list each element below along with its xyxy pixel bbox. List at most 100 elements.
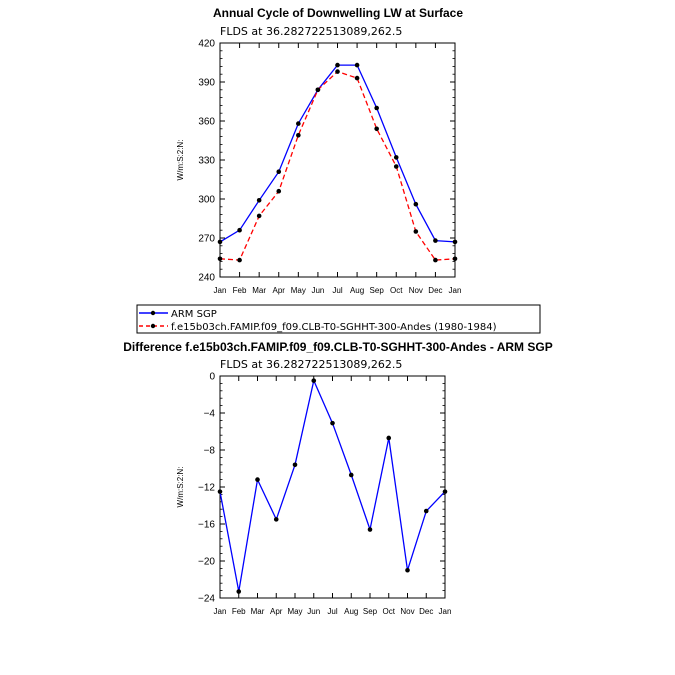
y-tick-label: 300 bbox=[198, 195, 215, 206]
x-tick-label: Jul bbox=[327, 607, 337, 616]
x-tick-label: Feb bbox=[232, 607, 246, 616]
x-tick-label: Feb bbox=[233, 286, 247, 295]
data-point bbox=[315, 87, 321, 93]
data-point bbox=[311, 378, 317, 383]
x-tick-label: Nov bbox=[400, 607, 414, 616]
x-tick-label: Nov bbox=[409, 286, 423, 295]
data-point bbox=[255, 477, 260, 482]
data-point bbox=[217, 256, 223, 262]
data-point bbox=[452, 256, 458, 262]
data-point bbox=[374, 105, 379, 111]
legend-marker-model bbox=[150, 323, 156, 329]
legend-label-arm-sgp: ARM SGP bbox=[171, 309, 217, 320]
plot-frame bbox=[219, 42, 456, 278]
data-point bbox=[433, 238, 438, 243]
data-point bbox=[296, 133, 301, 138]
chart-title: Annual Cycle of Downwelling LW at Surfac… bbox=[213, 6, 463, 20]
x-tick-label: Jan bbox=[449, 286, 462, 295]
series-group bbox=[217, 378, 448, 594]
y-tick-label: −12 bbox=[198, 483, 215, 494]
data-point bbox=[354, 62, 360, 68]
data-point bbox=[374, 126, 379, 132]
x-tick-label: May bbox=[291, 286, 306, 295]
data-point bbox=[413, 201, 419, 207]
difference-chart: Difference f.e15b03ch.FAMIP.f09_f09.CLB-… bbox=[123, 340, 552, 616]
x-tick-label: Jan bbox=[214, 607, 227, 616]
y-tick-label: 420 bbox=[198, 39, 215, 50]
data-point bbox=[335, 69, 340, 74]
series-line bbox=[219, 378, 446, 592]
data-point bbox=[386, 435, 392, 441]
data-point bbox=[237, 227, 242, 233]
x-tick-label: Jan bbox=[214, 286, 227, 295]
y-tick-label: −24 bbox=[198, 594, 215, 605]
series-group bbox=[217, 62, 458, 263]
y-tick-label: 330 bbox=[198, 156, 215, 167]
y-tick-label: 0 bbox=[209, 372, 215, 383]
x-tick-label: Dec bbox=[428, 286, 442, 295]
x-tick-label: Oct bbox=[390, 286, 403, 295]
axis-ticks: 240 270 300 330 360 390 420 Jan Feb Mar Apr May Jun J… bbox=[198, 39, 461, 296]
x-tick-label: Mar bbox=[252, 286, 266, 295]
data-point bbox=[335, 62, 340, 68]
y-axis-label: W/m:S:2:N: bbox=[176, 140, 185, 181]
chart-subtitle: FLDS at 36.282722513089,262.5 bbox=[220, 358, 402, 371]
chart-title: Difference f.e15b03ch.FAMIP.f09_f09.CLB-… bbox=[123, 340, 552, 354]
x-tick-label: Dec bbox=[419, 607, 433, 616]
x-tick-label: Aug bbox=[344, 607, 358, 616]
series-line bbox=[219, 64, 456, 243]
data-point bbox=[236, 589, 242, 594]
y-tick-label: −16 bbox=[198, 520, 215, 531]
y-tick-label: 270 bbox=[198, 234, 215, 245]
axis-ticks: −24 −20 −16 −12 −8 −4 0 Jan Feb Mar Apr May Jun Jul Au… bbox=[198, 372, 451, 617]
data-point bbox=[296, 121, 301, 126]
data-point bbox=[452, 239, 458, 245]
data-point bbox=[348, 472, 354, 478]
legend-marker-arm-sgp bbox=[150, 310, 156, 316]
data-point bbox=[276, 188, 282, 194]
y-tick-label: −20 bbox=[198, 557, 215, 568]
x-tick-label: Jul bbox=[332, 286, 342, 295]
data-point bbox=[367, 527, 373, 532]
x-tick-label: Sep bbox=[370, 286, 385, 295]
data-point bbox=[442, 489, 448, 494]
legend: ARM SGP f.e15b03ch.FAMIP.f09_f09.CLB-T0-… bbox=[136, 304, 541, 334]
data-point bbox=[393, 155, 399, 160]
y-tick-label: 360 bbox=[198, 117, 215, 128]
plot-frame bbox=[219, 375, 446, 599]
data-point bbox=[433, 257, 438, 263]
y-tick-label: −8 bbox=[204, 446, 216, 457]
y-tick-label: 240 bbox=[198, 273, 215, 284]
x-tick-label: Apr bbox=[273, 286, 286, 295]
data-point bbox=[405, 567, 410, 573]
x-tick-label: Jun bbox=[311, 286, 324, 295]
data-point bbox=[330, 420, 335, 426]
x-tick-label: Apr bbox=[270, 607, 283, 616]
y-tick-label: −4 bbox=[204, 409, 216, 420]
data-point bbox=[217, 239, 223, 245]
data-point bbox=[256, 213, 262, 219]
x-tick-label: Oct bbox=[383, 607, 396, 616]
x-tick-label: Sep bbox=[363, 607, 378, 616]
x-tick-label: May bbox=[287, 607, 302, 616]
data-point bbox=[256, 198, 262, 203]
legend-box bbox=[136, 304, 541, 334]
x-tick-label: Jun bbox=[307, 607, 320, 616]
chart-subtitle: FLDS at 36.282722513089,262.5 bbox=[220, 25, 402, 38]
data-point bbox=[393, 164, 399, 169]
y-axis-label: W/m:S:2:N: bbox=[176, 467, 185, 508]
data-point bbox=[276, 169, 282, 174]
x-tick-label: Mar bbox=[251, 607, 265, 616]
y-tick-label: 390 bbox=[198, 78, 215, 89]
annual-cycle-chart: Annual Cycle of Downwelling LW at Surfac… bbox=[176, 6, 463, 295]
data-point bbox=[354, 75, 360, 81]
data-point bbox=[423, 508, 429, 514]
legend-label-model: f.e15b03ch.FAMIP.f09_f09.CLB-T0-SGHHT-30… bbox=[171, 322, 497, 333]
x-tick-label: Aug bbox=[350, 286, 364, 295]
data-point bbox=[273, 517, 279, 522]
data-point bbox=[217, 489, 223, 494]
data-point bbox=[237, 257, 242, 263]
data-point bbox=[292, 462, 298, 468]
data-point bbox=[413, 229, 419, 234]
